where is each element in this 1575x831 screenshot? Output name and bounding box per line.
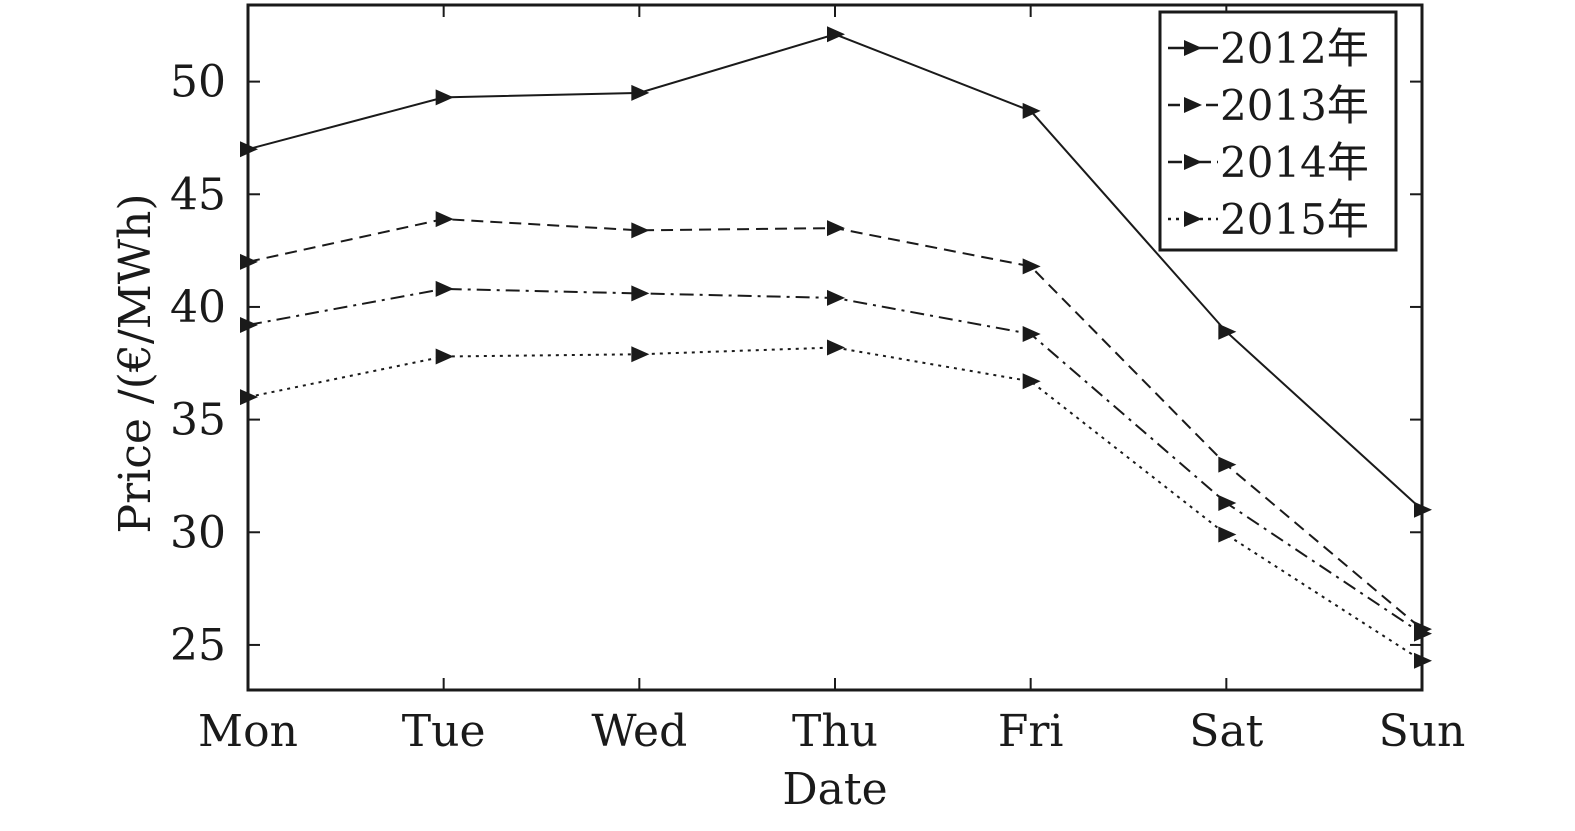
series-2 bbox=[240, 280, 1432, 642]
legend-label: 2014年 bbox=[1220, 138, 1369, 187]
y-axis-title: Price /(€/MWh) bbox=[110, 194, 161, 534]
data-point-marker bbox=[1022, 258, 1041, 275]
data-point-marker bbox=[631, 285, 650, 302]
data-point-marker bbox=[435, 348, 454, 365]
legend-entry: 2014年 bbox=[1168, 138, 1369, 187]
series-3 bbox=[240, 339, 1432, 669]
series-line bbox=[247, 218, 1423, 630]
series-line bbox=[247, 346, 1423, 662]
legend-marker bbox=[1184, 154, 1202, 170]
x-tick-label: Thu bbox=[792, 706, 878, 757]
data-point-marker bbox=[1022, 373, 1041, 390]
series-1 bbox=[240, 211, 1432, 638]
legend-marker bbox=[1184, 40, 1202, 56]
data-point-marker bbox=[435, 211, 454, 228]
legend-label: 2015年 bbox=[1220, 195, 1369, 244]
x-tick-label: Wed bbox=[591, 706, 687, 757]
legend: 2012年 2013年 2014年 2015年 bbox=[1158, 10, 1398, 252]
data-point-marker bbox=[1414, 501, 1432, 518]
series-0 bbox=[240, 26, 1432, 518]
series-layer bbox=[240, 26, 1432, 669]
y-tick-label: 25 bbox=[170, 620, 226, 671]
legend-label: 2012年 bbox=[1220, 24, 1369, 73]
data-point-marker bbox=[1022, 325, 1041, 342]
y-tick-label: 45 bbox=[170, 169, 226, 220]
legend-label: 2013年 bbox=[1220, 81, 1369, 130]
y-tick-label: 35 bbox=[170, 395, 226, 446]
data-point-marker bbox=[631, 84, 650, 101]
y-tick-label: 40 bbox=[170, 282, 226, 333]
legend-entry: 2015年 bbox=[1168, 195, 1369, 244]
data-point-marker bbox=[1218, 456, 1237, 473]
data-point-marker bbox=[827, 339, 845, 356]
data-point-marker bbox=[240, 389, 258, 406]
legend-entry: 2012年 bbox=[1168, 24, 1369, 73]
y-tick-label: 30 bbox=[170, 507, 226, 558]
data-point-marker bbox=[240, 141, 258, 158]
legend-marker bbox=[1184, 97, 1202, 113]
x-tick-label: Mon bbox=[198, 706, 298, 757]
data-point-marker bbox=[827, 220, 845, 237]
legend-box bbox=[1158, 10, 1398, 252]
x-tick-label: Fri bbox=[998, 706, 1064, 757]
data-point-marker bbox=[435, 280, 454, 297]
data-point-marker bbox=[1218, 323, 1237, 340]
data-point-marker bbox=[240, 316, 258, 333]
x-tick-label: Sat bbox=[1189, 706, 1263, 757]
data-point-marker bbox=[1414, 625, 1432, 642]
axes: 25 30 35 40 45 50 Mon Tue Wed Thu Fri Sat Sun bbox=[170, 3, 1466, 757]
data-point-marker bbox=[631, 346, 650, 363]
x-tick-label: Sun bbox=[1379, 706, 1466, 757]
data-point-marker bbox=[1414, 652, 1432, 669]
x-axis-title: Date bbox=[782, 764, 887, 815]
data-point-marker bbox=[631, 222, 650, 239]
data-point-marker bbox=[827, 26, 845, 43]
data-point-marker bbox=[827, 289, 845, 306]
y-tick-label: 50 bbox=[170, 57, 226, 108]
legend-entry: 2013年 bbox=[1168, 81, 1369, 130]
data-point-marker bbox=[1218, 526, 1237, 543]
data-point-marker bbox=[240, 253, 258, 270]
x-tick-label: Tue bbox=[402, 706, 486, 757]
legend-marker bbox=[1184, 211, 1202, 227]
series-line bbox=[247, 287, 1423, 635]
data-point-marker bbox=[1022, 102, 1041, 119]
data-point-marker bbox=[1218, 494, 1237, 511]
data-point-marker bbox=[435, 89, 454, 106]
